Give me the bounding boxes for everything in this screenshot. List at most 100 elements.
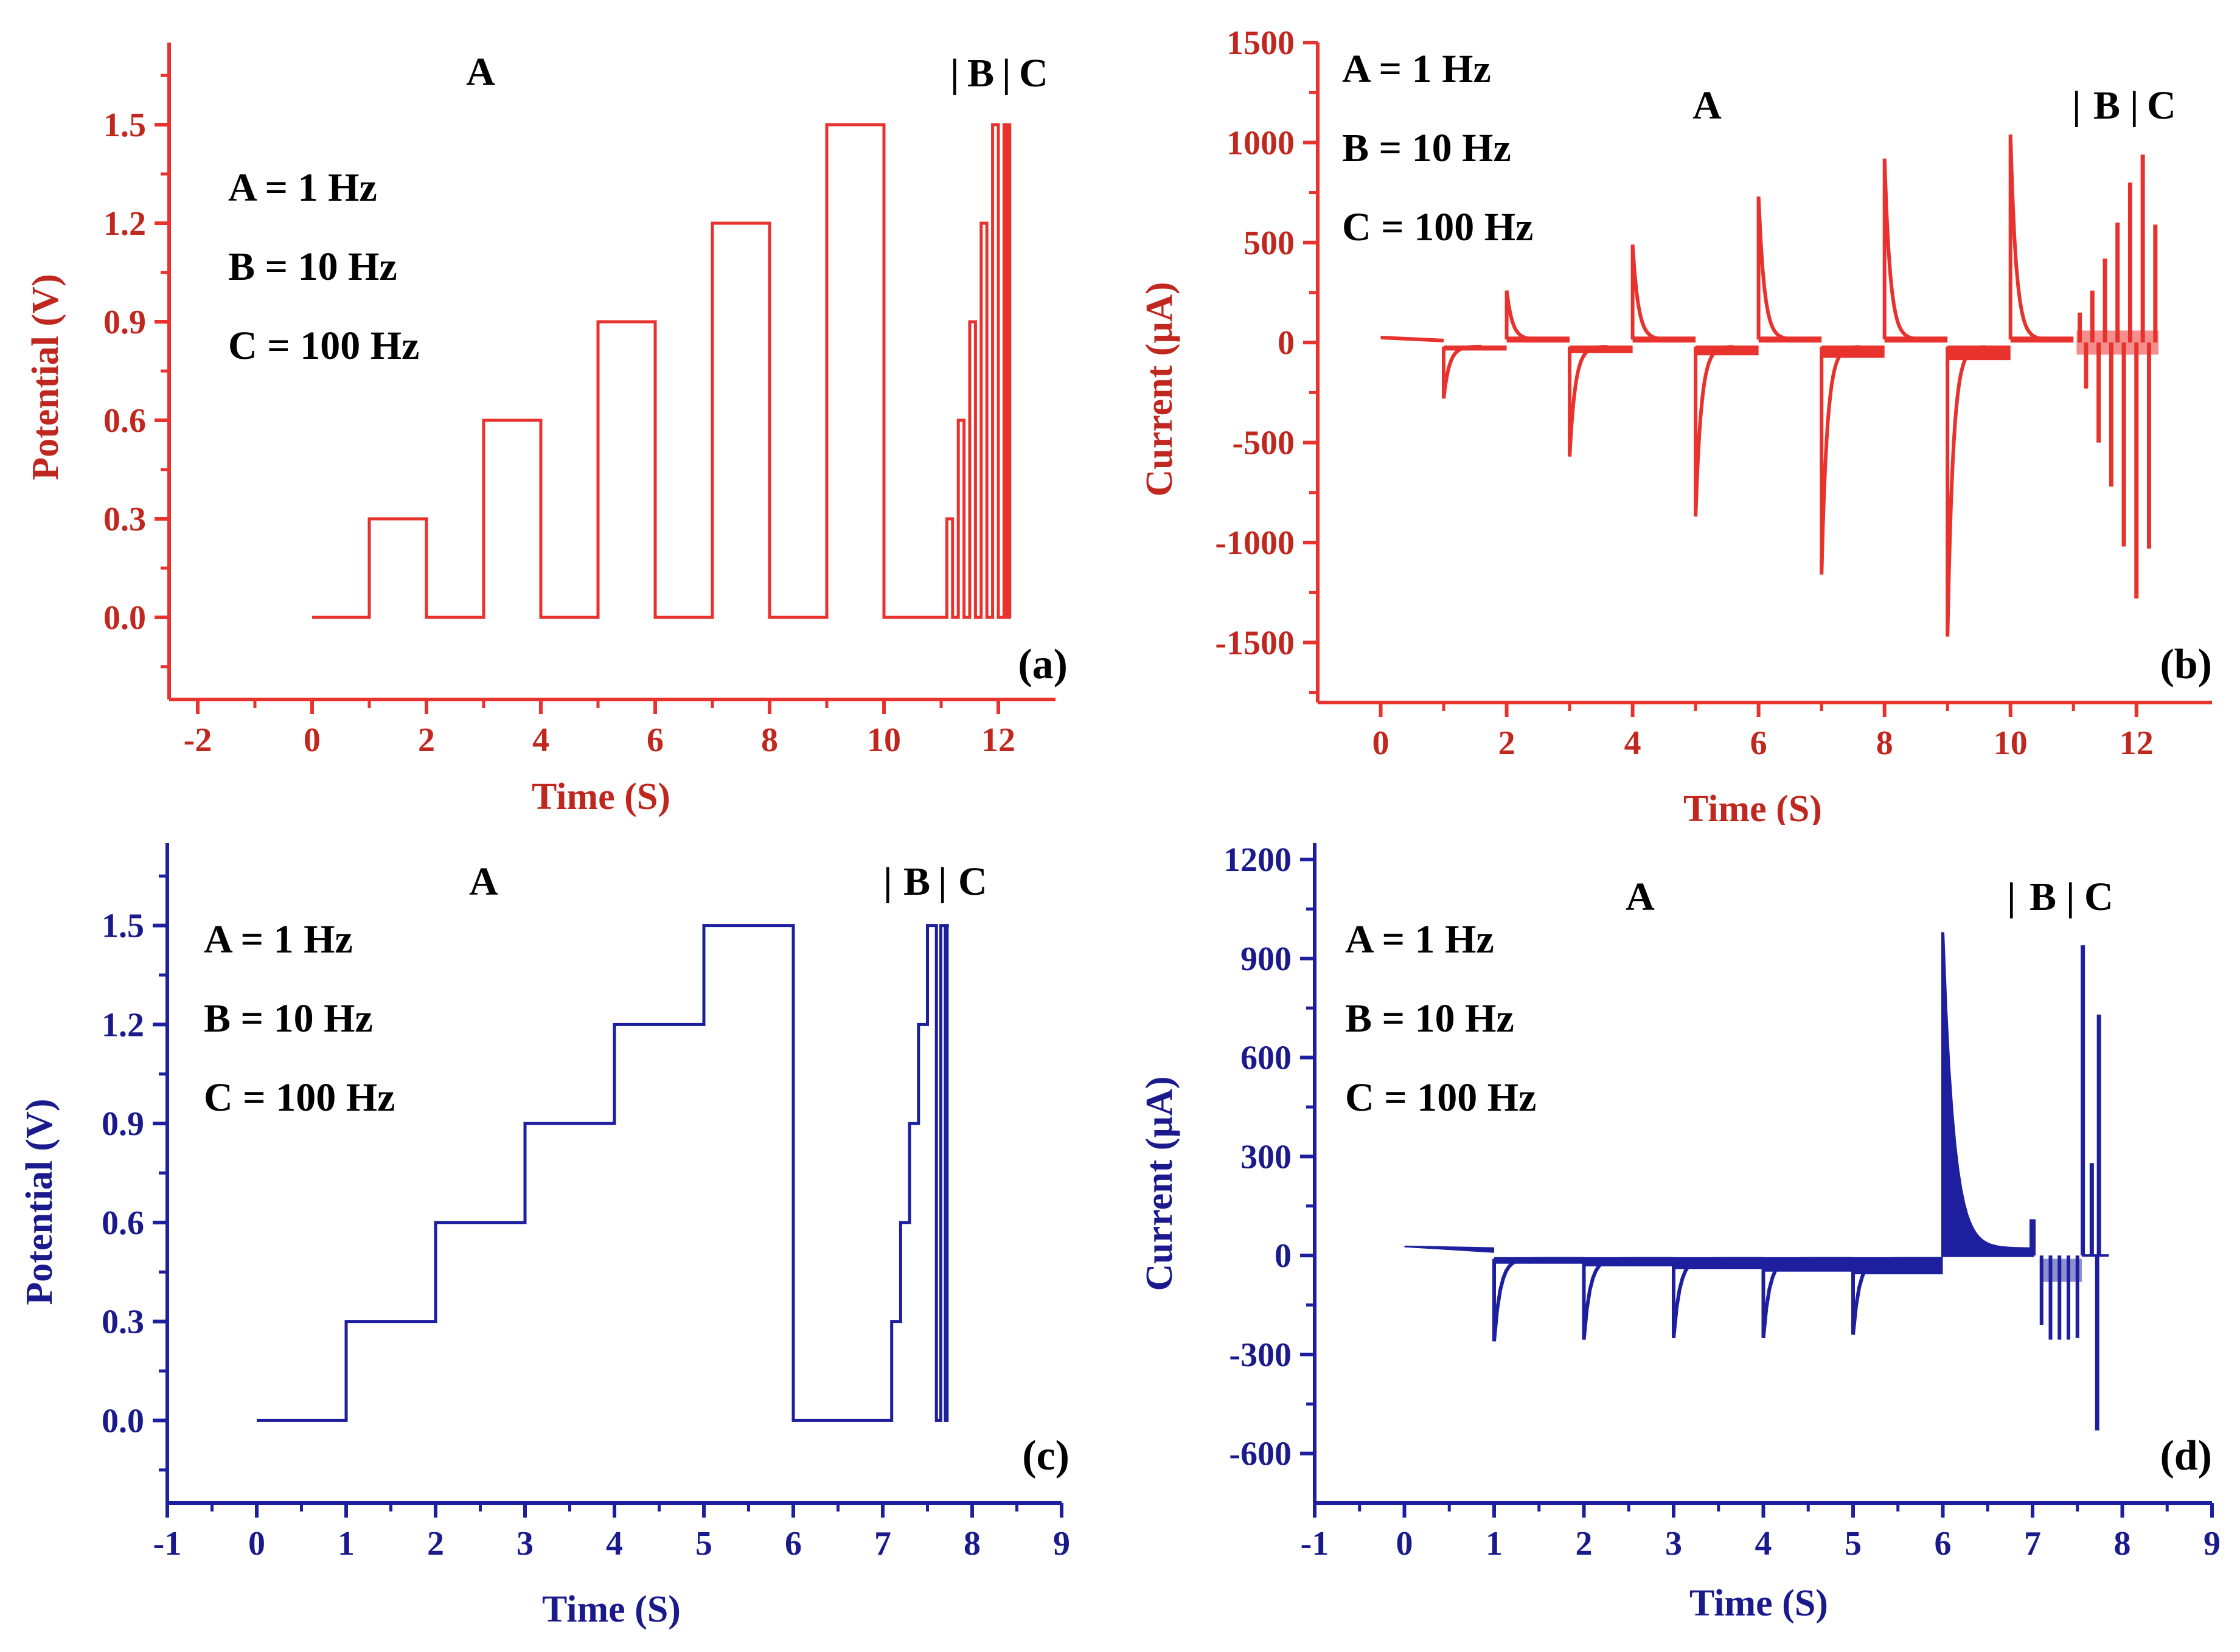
region-label-a: A bbox=[1626, 875, 1655, 919]
panel-a: -2 0 2 4 6 8 10 12 0.0 0.3 0.6 0.9 1.2 1.5 Potential … bbox=[0, 0, 1120, 825]
x-tick-label: -1 bbox=[153, 1525, 182, 1563]
y-tick-label: -600 bbox=[1229, 1435, 1292, 1473]
legend-line: A = 1 Hz bbox=[1345, 917, 1494, 962]
negative-spike bbox=[1442, 344, 1482, 399]
y-tick-label: 0.6 bbox=[103, 402, 146, 440]
legend-line: B = 10 Hz bbox=[204, 996, 373, 1041]
x-tick-label: 0 bbox=[1372, 724, 1390, 762]
region-separator: | bbox=[2130, 83, 2139, 128]
region-separator: | bbox=[883, 859, 892, 904]
x-tick-label: 5 bbox=[695, 1525, 712, 1563]
panel-label: (a) bbox=[1018, 641, 1068, 688]
y-axis-title: Current (µA) bbox=[1139, 1076, 1180, 1291]
y-tick-label: -300 bbox=[1229, 1336, 1292, 1374]
x-axis-title: Time (S) bbox=[1683, 788, 1822, 825]
x-tick-label: 4 bbox=[1755, 1525, 1772, 1563]
x-axis-title: Time (S) bbox=[532, 776, 670, 817]
x-tick-label: 3 bbox=[517, 1525, 534, 1563]
x-tick-label: 9 bbox=[1053, 1525, 1070, 1563]
legend-line: C = 100 Hz bbox=[1342, 205, 1533, 249]
current-band bbox=[1821, 345, 1885, 358]
y-tick-label: -1000 bbox=[1215, 524, 1295, 562]
x-tick-label: 6 bbox=[1935, 1525, 1952, 1563]
region-label-b: B bbox=[2093, 83, 2120, 128]
x-tick-label: 3 bbox=[1665, 1525, 1682, 1563]
region-label-c: C bbox=[2084, 875, 2113, 919]
negative-spike bbox=[1568, 345, 1608, 457]
y-tick-label: 0 bbox=[1278, 324, 1295, 362]
x-tick-label: 0 bbox=[1396, 1525, 1413, 1563]
region-separator: | bbox=[2007, 875, 2016, 919]
x-tick-label: 1 bbox=[1486, 1525, 1503, 1563]
region-separator: | bbox=[1002, 51, 1011, 95]
legend-line: B = 10 Hz bbox=[228, 245, 397, 289]
x-tick-label: 10 bbox=[1994, 724, 2028, 762]
x-tick-label: 6 bbox=[1750, 724, 1767, 762]
negative-spike bbox=[1492, 1257, 1584, 1342]
legend-line: C = 100 Hz bbox=[1345, 1075, 1536, 1120]
current-band bbox=[1506, 336, 1570, 343]
y-axis-title: Potential (V) bbox=[25, 274, 66, 480]
y-tick-label: -500 bbox=[1232, 425, 1295, 462]
legend-line: C = 100 Hz bbox=[228, 324, 419, 368]
y-tick-label: 300 bbox=[1240, 1138, 1292, 1176]
region-separator: | bbox=[938, 859, 947, 904]
region-separator: | bbox=[2072, 83, 2081, 128]
x-tick-label: 6 bbox=[647, 721, 664, 759]
region-label-a: A bbox=[466, 50, 495, 94]
x-tick-label: -2 bbox=[184, 721, 212, 759]
current-band bbox=[1674, 1257, 1764, 1269]
y-tick-label: 1.5 bbox=[102, 908, 144, 945]
legend-line: B = 10 Hz bbox=[1345, 996, 1514, 1041]
panel-label: (d) bbox=[2160, 1432, 2212, 1479]
positive-spike bbox=[1630, 244, 1689, 342]
current-band bbox=[1494, 1257, 1584, 1264]
legend-line: A = 1 Hz bbox=[1342, 47, 1491, 91]
region-label-b: B bbox=[967, 51, 994, 95]
y-tick-label: 0.3 bbox=[102, 1303, 144, 1341]
baseline-segment bbox=[1380, 335, 1444, 342]
positive-spike bbox=[1882, 158, 1941, 342]
legend-line: A = 1 Hz bbox=[228, 165, 377, 210]
x-tick-label: 8 bbox=[1876, 724, 1893, 762]
y-tick-label: 0.6 bbox=[102, 1204, 144, 1242]
y-tick-label: 0.9 bbox=[103, 304, 146, 341]
fast-band bbox=[2039, 1258, 2082, 1282]
positive-spike bbox=[1504, 290, 1563, 342]
x-tick-label: 2 bbox=[418, 721, 435, 759]
current-band bbox=[2010, 336, 2074, 343]
x-tick-label: -1 bbox=[1301, 1525, 1329, 1563]
fast-band bbox=[2076, 330, 2159, 355]
y-tick-label: 900 bbox=[1240, 940, 1292, 978]
current-band bbox=[1632, 336, 1696, 343]
region-label-b: B bbox=[903, 859, 930, 904]
y-axis-title: Current (µA) bbox=[1139, 282, 1180, 496]
x-tick-label: 8 bbox=[761, 721, 778, 759]
series-line bbox=[257, 924, 949, 1422]
x-tick-label: 2 bbox=[1498, 724, 1515, 762]
y-tick-label: 1.2 bbox=[103, 205, 146, 243]
x-tick-label: 0 bbox=[304, 721, 321, 759]
panel-label: (c) bbox=[1022, 1432, 1070, 1479]
x-tick-label: 7 bbox=[2024, 1525, 2041, 1563]
region-label-c: C bbox=[1019, 51, 1048, 95]
x-tick-label: 4 bbox=[606, 1525, 623, 1563]
negative-spike bbox=[1946, 345, 1986, 637]
x-tick-label: 10 bbox=[867, 721, 901, 759]
panel-d: -1 0 1 2 3 4 5 6 7 8 9 -600 -300 0 300 600 900 1200 Curre… bbox=[1120, 825, 2240, 1649]
region-label-b: B bbox=[2030, 875, 2056, 919]
series-line bbox=[312, 123, 1012, 619]
region-label-a: A bbox=[469, 859, 498, 904]
x-tick-label: 8 bbox=[964, 1525, 981, 1563]
x-tick-label: 2 bbox=[427, 1525, 444, 1563]
y-tick-label: 1000 bbox=[1226, 124, 1295, 162]
current-band bbox=[1853, 1257, 1943, 1275]
y-tick-label: 500 bbox=[1243, 224, 1295, 262]
x-tick-label: 12 bbox=[981, 721, 1015, 759]
panel-c: -1 0 1 2 3 4 5 6 7 8 9 0.0 0.3 0.6 0.9 1.2 1.5 Potential… bbox=[0, 825, 1120, 1649]
x-tick-label: 7 bbox=[874, 1525, 891, 1563]
positive-spike bbox=[1756, 196, 1815, 342]
y-tick-label: 1.5 bbox=[103, 106, 146, 144]
x-tick-label: 4 bbox=[532, 721, 549, 759]
y-tick-label: 0.9 bbox=[102, 1105, 144, 1143]
